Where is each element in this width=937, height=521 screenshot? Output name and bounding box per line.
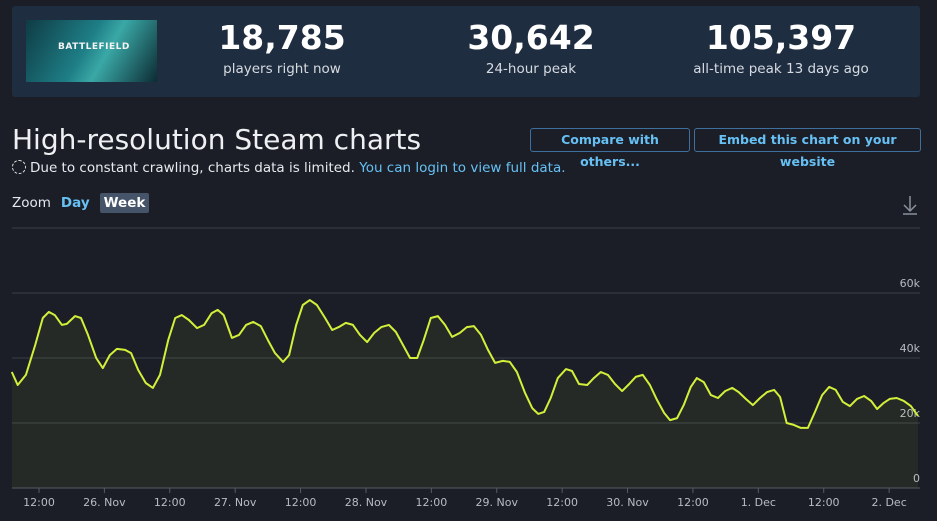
x-tick-label: 30. Nov	[606, 496, 649, 509]
stat: 105,397 all-time peak 13 days ago	[661, 18, 901, 77]
stats-panel: BATTLEFIELD 18,785 players right now 30,6…	[12, 6, 920, 97]
embed-button[interactable]: Embed this chart on your website	[694, 128, 921, 169]
zoom-bar: Zoom Day Week	[12, 193, 150, 213]
stat-label: 24-hour peak	[485, 61, 577, 77]
x-tick-label: 26. Nov	[83, 496, 126, 509]
x-tick-label: 12:00	[23, 496, 55, 509]
page-title: High-resolution Steam charts	[12, 123, 422, 156]
image-text: BATTLEFIELD	[58, 42, 130, 52]
zoom-label: Zoom	[12, 195, 51, 211]
game-image: BATTLEFIELD	[26, 20, 157, 82]
compare-button[interactable]: Compare with others...	[530, 128, 690, 169]
stat: 30,642 24-hour peak	[411, 18, 651, 77]
stat-value: 30,642	[467, 18, 595, 57]
y-tick-label: 60k	[900, 277, 921, 290]
x-tick-label: 2. Dec	[871, 496, 906, 509]
y-tick-label: 20k	[900, 407, 921, 420]
stat-label: players right now	[223, 61, 341, 77]
area	[11, 300, 919, 488]
stat-value: 105,397	[705, 18, 857, 57]
stat-value: 18,785	[218, 18, 346, 57]
notice: Due to constant crawling, charts data is…	[12, 160, 566, 176]
notice-icon	[12, 160, 26, 174]
zoom-week[interactable]: Week	[99, 193, 150, 213]
download-icon[interactable]	[903, 196, 917, 215]
notice-text: Due to constant crawling, charts data is…	[30, 160, 355, 176]
x-tick-label: 28. Nov	[345, 496, 388, 509]
x-tick-label: 12:00	[808, 496, 840, 509]
login-link[interactable]: You can login to view full data.	[359, 160, 566, 176]
x-tick-label: 12:00	[416, 496, 448, 509]
x-tick-label: 12:00	[677, 496, 709, 509]
zoom-day[interactable]: Day	[60, 195, 90, 211]
x-tick-label: 12:00	[546, 496, 578, 509]
x-tick-label: 1. Dec	[741, 496, 776, 509]
stat-label: all-time peak 13 days ago	[693, 61, 869, 77]
x-tick-label: 12:00	[285, 496, 317, 509]
stat: 18,785 players right now	[162, 18, 402, 77]
x-tick-label: 29. Nov	[476, 496, 519, 509]
x-tick-label: 12:00	[154, 496, 186, 509]
x-tick-label: 27. Nov	[214, 496, 257, 509]
y-tick-label: 0	[913, 472, 920, 485]
line	[10, 299, 919, 429]
y-tick-label: 40k	[900, 342, 921, 355]
